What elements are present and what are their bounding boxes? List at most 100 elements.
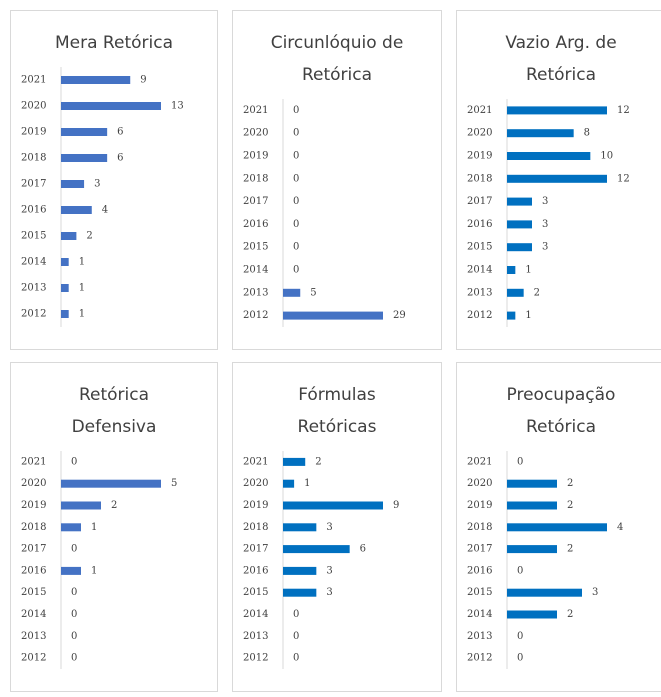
bar [507,243,532,252]
y-tick-label: 2019 [21,127,46,138]
chart-title: Retórica Defensiva [71,385,157,437]
data-label: 2 [567,500,573,511]
data-label: 5 [310,287,316,298]
y-tick-label: 2015 [467,587,492,598]
y-tick-label: 2014 [467,265,492,276]
data-label: 0 [71,544,77,555]
data-label: 0 [293,173,299,184]
data-label: 12 [617,173,630,184]
y-tick-label: 2018 [467,522,492,533]
bar [507,479,557,488]
data-label: 2 [315,456,321,467]
data-label: 1 [525,310,531,321]
bar [61,232,77,240]
y-tick-label: 2015 [243,242,268,253]
chart-panel: Retórica Defensiva 2021 0 2020 5 2019 2 2018 1 2… [10,362,218,692]
data-label: 6 [117,153,123,164]
y-tick-label: 2013 [21,631,46,642]
y-tick-label: 2018 [243,522,268,533]
data-label: 0 [293,151,299,162]
bar [61,76,131,84]
y-tick-label: 2012 [21,653,46,664]
data-label: 0 [517,653,523,664]
y-tick-label: 2015 [467,242,492,253]
chart-panel: Circunlóquio de Retórica 2021 0 2020 0 2019 0… [232,10,442,350]
bar [61,523,81,532]
bar [507,152,591,160]
data-label: 9 [140,75,146,86]
bar [61,566,81,575]
data-label: 0 [293,196,299,207]
bar [507,311,516,320]
y-tick-label: 2020 [467,128,492,139]
data-label: 0 [293,653,299,664]
bar [507,523,607,532]
bar [61,479,161,488]
bar [507,288,524,297]
data-label: 0 [293,631,299,642]
y-tick-label: 2012 [243,310,268,321]
data-label: 2 [86,231,92,242]
y-tick-label: 2012 [243,653,268,664]
y-tick-label: 2017 [243,196,268,207]
data-label: 8 [584,128,590,139]
chart-title: Mera Retórica [55,33,173,53]
y-tick-label: 2021 [243,105,268,116]
data-label: 3 [542,242,548,253]
data-label: 0 [293,105,299,116]
y-tick-label: 2019 [467,500,492,511]
data-label: 4 [102,205,108,216]
y-tick-label: 2019 [243,151,268,162]
y-tick-label: 2018 [467,173,492,184]
data-label: 3 [592,587,598,598]
y-tick-label: 2015 [21,587,46,598]
bar [61,180,85,188]
chart-panel: Mera Retórica 2021 9 2020 13 2019 6 2018 6 2017 3… [10,10,218,350]
data-label: 0 [293,128,299,139]
data-label: 3 [542,219,548,230]
y-tick-label: 2015 [21,231,46,242]
data-label: 6 [117,127,123,138]
data-label: 0 [293,242,299,253]
chart: 2021 2 2020 1 2019 9 2018 3 2017 6 2016 3 2015 3 2014 0… [243,451,399,669]
y-tick-label: 2013 [467,287,492,298]
y-tick-label: 2020 [243,128,268,139]
bar [61,284,69,292]
bar [507,106,607,115]
y-tick-label: 2020 [243,478,268,489]
bar [283,545,350,554]
chart: 2021 0 2020 5 2019 2 2018 1 2017 0 2016 1 2015 0 2014 0… [21,451,177,669]
data-label: 0 [517,631,523,642]
bar [61,154,108,162]
y-tick-label: 2016 [467,565,492,576]
bar [507,220,532,229]
y-tick-label: 2012 [467,310,492,321]
bar [61,258,69,266]
y-tick-label: 2012 [467,653,492,664]
chart: 2021 0 2020 0 2019 0 2018 0 2017 0 2016 0 2015 0 2014 0… [243,99,406,327]
bar [507,545,557,554]
data-label: 0 [71,609,77,620]
data-label: 13 [171,101,184,112]
data-label: 0 [71,653,77,664]
y-tick-label: 2018 [21,522,46,533]
y-tick-label: 2017 [243,544,268,555]
data-label: 29 [393,310,406,321]
data-label: 0 [71,587,77,598]
data-label: 3 [542,196,548,207]
data-label: 1 [79,283,85,294]
y-tick-label: 2017 [467,544,492,555]
bar [283,311,383,320]
data-label: 0 [517,456,523,467]
y-tick-label: 2012 [21,309,46,320]
data-label: 0 [293,219,299,230]
chart-panel: Vazio Arg. de Retórica 2021 12 2020 8 2019 10… [456,10,661,350]
bar [283,588,317,597]
y-tick-label: 2019 [21,500,46,511]
y-tick-label: 2013 [467,631,492,642]
bar [283,457,306,466]
y-tick-label: 2016 [467,219,492,230]
bar [507,266,516,274]
data-label: 3 [326,587,332,598]
